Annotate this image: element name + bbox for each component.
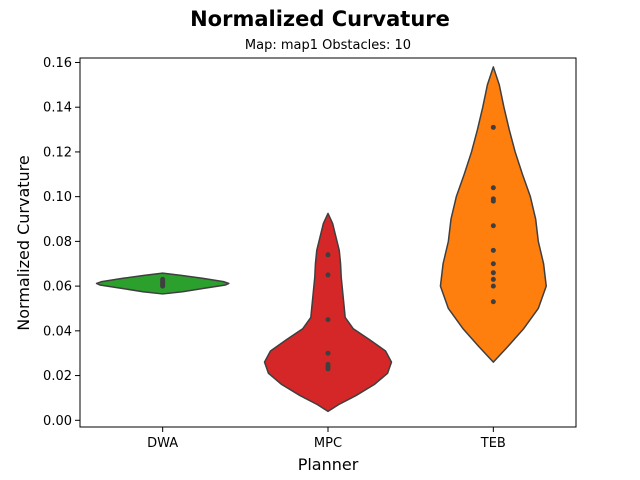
violin-point-mpc xyxy=(325,350,331,356)
violin-point-teb xyxy=(490,261,496,267)
chart-subtitle: Map: map1 Obstacles: 10 xyxy=(245,38,411,53)
violin-teb xyxy=(439,66,547,363)
y-tick-label: 0.12 xyxy=(43,145,72,160)
y-tick-label: 0.14 xyxy=(43,101,72,116)
y-tick-label: 0.08 xyxy=(43,235,72,250)
x-tick-label: DWA xyxy=(147,436,178,451)
violin-point-teb xyxy=(490,299,496,305)
y-axis-label: Normalized Curvature xyxy=(14,155,33,330)
violin-mpc xyxy=(263,212,393,413)
x-axis-label: Planner xyxy=(298,455,359,474)
violin-point-mpc xyxy=(325,252,331,258)
violin-point-teb xyxy=(490,283,496,289)
violin-point-teb xyxy=(490,270,496,276)
x-tick-label: TEB xyxy=(480,436,506,451)
chart-title: Normalized Curvature xyxy=(190,7,450,31)
violin-point-mpc xyxy=(325,361,331,367)
violin-point-teb xyxy=(490,196,496,202)
plot-area: 0.00 0.02 0.04 0.06 0.08 0.10 0.12 0.14 0.16 DWA M… xyxy=(43,56,577,451)
violin-point-dwa xyxy=(160,276,166,282)
y-tick-label: 0.10 xyxy=(43,190,72,205)
violin-point-teb xyxy=(490,185,496,191)
violin-point-teb xyxy=(490,276,496,282)
y-tick-label: 0.16 xyxy=(43,56,72,71)
y-tick-label: 0.06 xyxy=(43,280,72,295)
violin-point-teb xyxy=(490,223,496,229)
y-tick-label: 0.04 xyxy=(43,324,72,339)
violin-point-teb xyxy=(490,124,496,130)
y-tick-label: 0.00 xyxy=(43,414,72,429)
y-tick-label: 0.02 xyxy=(43,369,72,384)
violin-point-teb xyxy=(490,247,496,253)
x-tick-label: MPC xyxy=(314,436,342,451)
violin-point-dwa xyxy=(160,283,166,289)
violin-point-mpc xyxy=(325,272,331,278)
violin-point-mpc xyxy=(325,317,331,323)
